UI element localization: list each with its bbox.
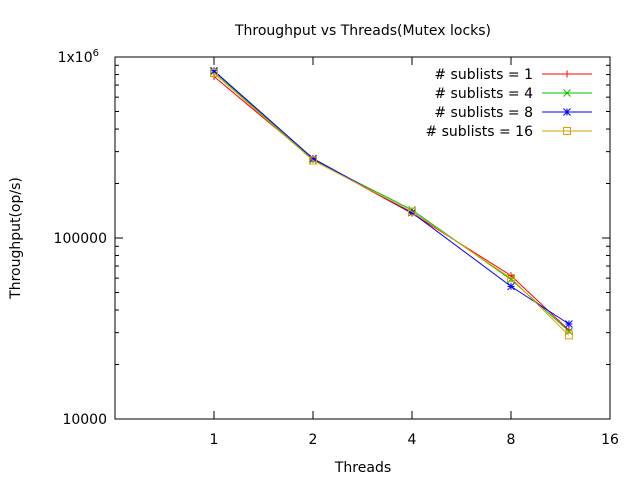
marker-part (309, 154, 317, 163)
y-axis-label: Throughput(op/s) (8, 177, 24, 300)
x-tick-label: 16 (601, 432, 619, 448)
data-point (563, 127, 571, 135)
x-tick-label: 1 (210, 432, 219, 448)
y-tick-label: 10000 (62, 412, 107, 428)
chart-title: Throughput vs Threads(Mutex locks) (234, 23, 491, 39)
data-point (210, 66, 218, 75)
marker-part (563, 108, 571, 116)
legend-label: # sublists = 8 (434, 105, 533, 121)
data-point (565, 320, 573, 328)
data-point (563, 89, 571, 97)
data-point (408, 207, 416, 216)
legend: # sublists = 1 # sublists = 4 # sublists =… (425, 67, 592, 140)
legend-label: # sublists = 1 (434, 67, 533, 83)
marker-part (507, 282, 515, 291)
marker-part (563, 89, 571, 97)
series-layer (210, 66, 573, 340)
x-tick-label: 4 (408, 432, 417, 448)
marker-part (210, 66, 218, 75)
x-tick-label: 2 (309, 432, 318, 448)
data-point (565, 326, 573, 334)
data-point (210, 69, 218, 78)
y-tick-label: 1x106 (58, 48, 99, 66)
x-axis-label: Threads (334, 460, 391, 476)
series-line (213, 72, 570, 336)
y-axis-ticks: 10000 100000 1x106 (54, 48, 610, 428)
x-axis-ticks: 1 2 4 8 16 (210, 57, 619, 448)
legend-label: # sublists = 16 (425, 124, 533, 140)
data-point (563, 70, 571, 78)
x-tick-label: 8 (507, 432, 516, 448)
data-point (563, 108, 571, 116)
data-point (564, 331, 573, 340)
data-point (507, 282, 515, 291)
marker-part (565, 320, 573, 328)
legend-label: # sublists = 4 (434, 86, 533, 102)
plot-frame (114, 56, 611, 420)
series-group (210, 69, 573, 340)
data-point (507, 274, 515, 283)
data-point (309, 156, 317, 165)
y-tick-label: 100000 (54, 231, 107, 247)
